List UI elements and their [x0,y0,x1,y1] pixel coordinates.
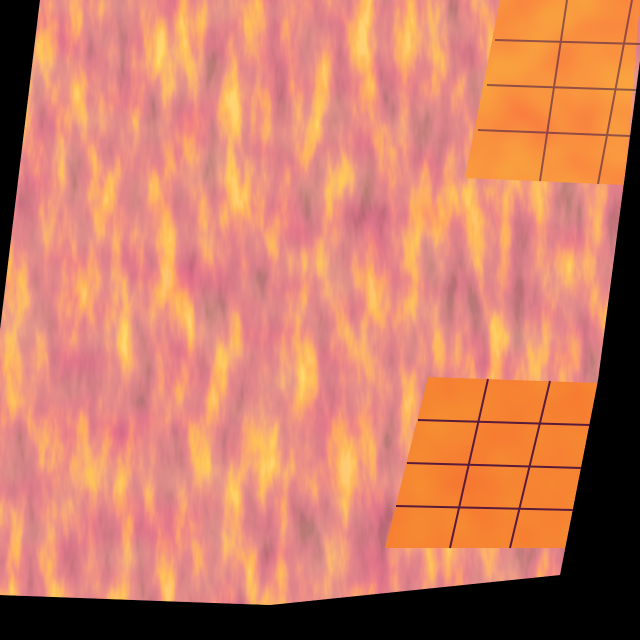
panel-grid [477,0,640,185]
solar-panels-bottom [385,377,598,549]
panel-grid [395,378,591,549]
solar-panels-top [465,0,640,185]
